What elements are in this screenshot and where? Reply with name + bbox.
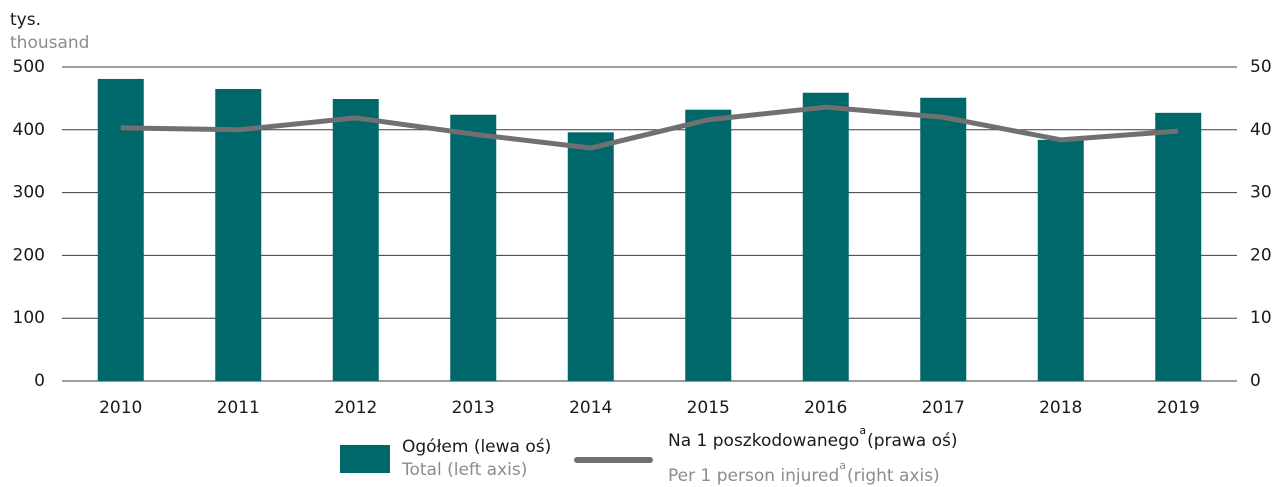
y2-tick-label: 0 (1250, 371, 1261, 391)
footnote-mark: a (859, 424, 866, 437)
x-tick-label: 2012 (334, 398, 377, 418)
bar (567, 132, 614, 381)
y2-tick-label: 50 (1250, 57, 1272, 77)
y2-tick-label: 40 (1250, 120, 1272, 140)
y-tick-label: 200 (13, 245, 45, 265)
bar (450, 114, 497, 381)
legend-swatch (340, 445, 390, 473)
bar (215, 88, 262, 381)
bar (97, 78, 144, 381)
x-tick-label: 2013 (452, 398, 495, 418)
bar (1037, 139, 1084, 381)
footnote-mark: a (839, 459, 846, 472)
y2-tick-label: 20 (1250, 245, 1272, 265)
legend-label: Ogółem (lewa oś) (402, 437, 551, 457)
y-tick-label: 300 (13, 183, 45, 203)
y2-tick-label: 10 (1250, 308, 1272, 328)
x-tick-label: 2019 (1157, 398, 1200, 418)
legend-label-en: Total (left axis) (401, 460, 527, 480)
bar (685, 109, 732, 381)
line (120, 104, 1179, 151)
legend-label: (prawa oś) (867, 431, 957, 451)
bar (920, 97, 967, 381)
x-tick-label: 2016 (804, 398, 847, 418)
legend-label: Per 1 person injured (668, 466, 839, 486)
y-tick-label: 500 (13, 57, 45, 77)
legend-label: Na 1 poszkodowanego (668, 431, 859, 451)
bar (1155, 112, 1202, 382)
legend-label: (right axis) (847, 466, 940, 486)
x-tick-label: 2017 (922, 398, 965, 418)
bar (802, 92, 849, 382)
y-tick-label: 400 (13, 120, 45, 140)
y-axis-label-en: thousand (10, 33, 89, 53)
y-tick-label: 100 (13, 308, 45, 328)
bar (332, 99, 379, 381)
y-axis-label: tys. (10, 10, 41, 30)
y2-tick-label: 30 (1250, 183, 1272, 203)
x-tick-label: 2015 (687, 398, 730, 418)
y-tick-label: 0 (34, 371, 45, 391)
x-tick-label: 2014 (569, 398, 612, 418)
x-tick-label: 2018 (1039, 398, 1082, 418)
x-tick-label: 2010 (99, 398, 142, 418)
x-tick-label: 2011 (217, 398, 260, 418)
